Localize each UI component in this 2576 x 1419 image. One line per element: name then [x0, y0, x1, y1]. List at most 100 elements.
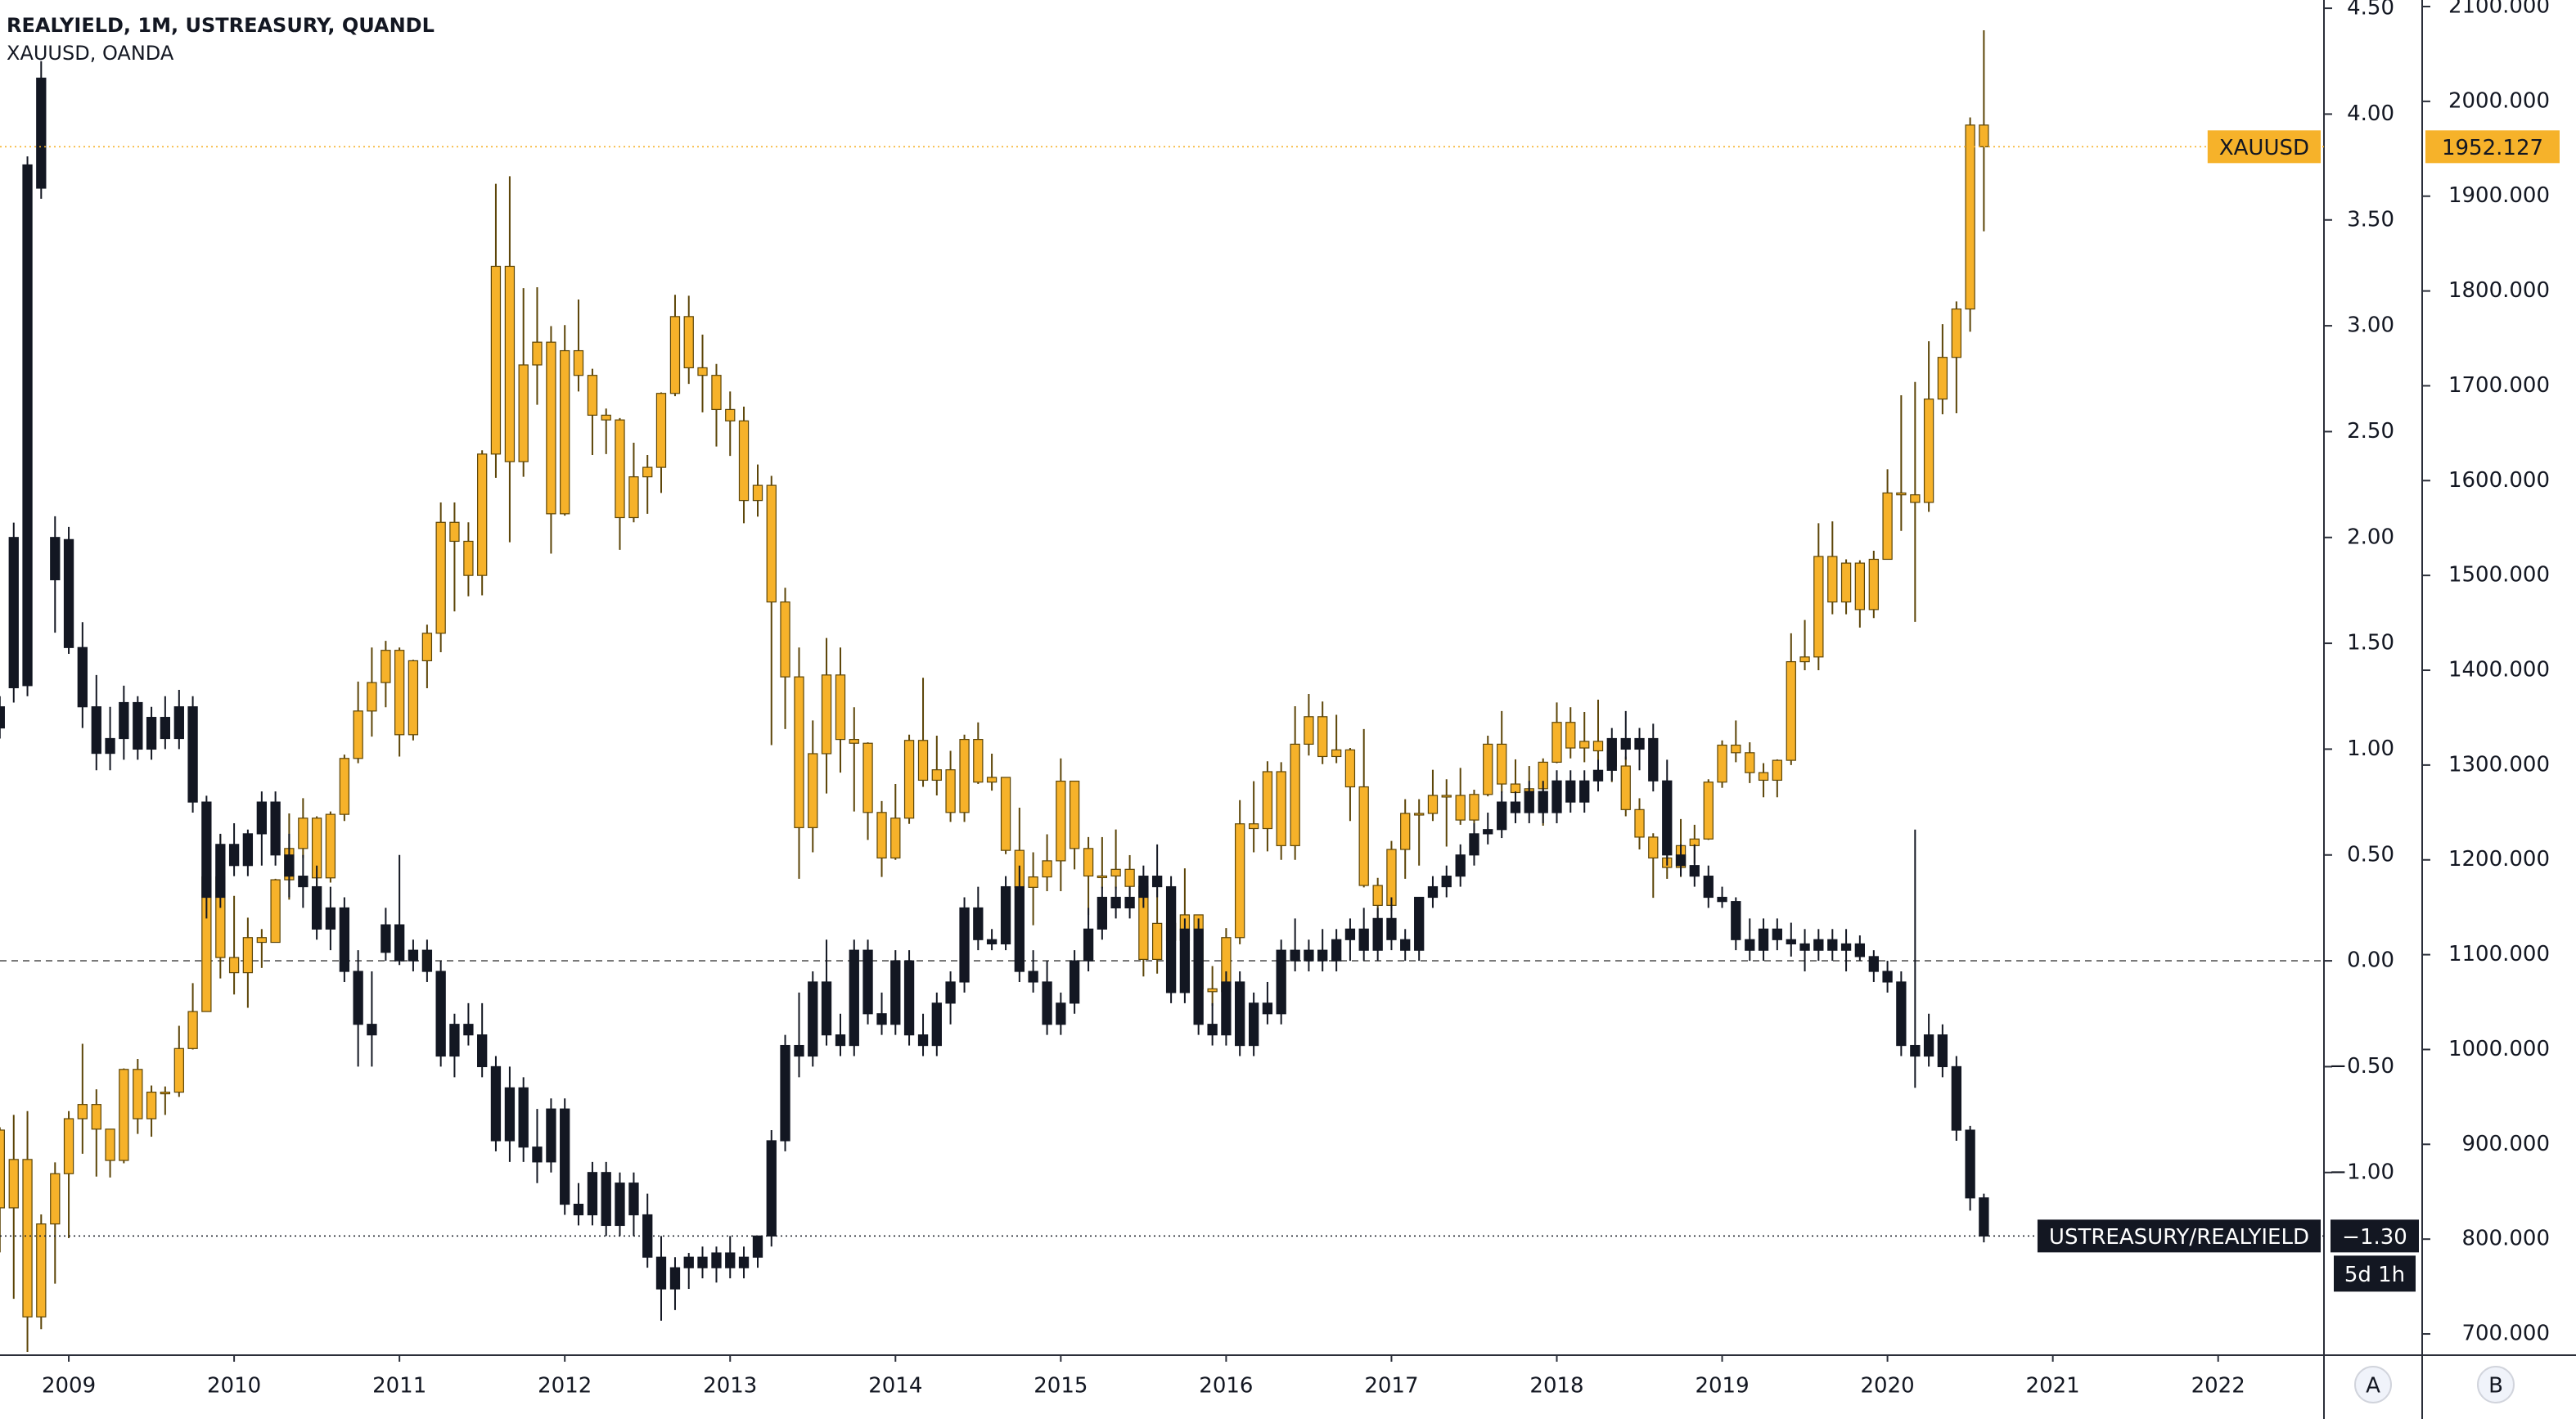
candle-body — [876, 812, 887, 859]
candle-body — [1854, 562, 1866, 610]
candle-body — [449, 1024, 460, 1057]
candle-body — [1193, 928, 1204, 1025]
candle-body — [1703, 876, 1714, 899]
candle-body — [50, 537, 61, 581]
candle-body — [1276, 949, 1286, 1015]
candle-body — [463, 540, 474, 576]
axis-button-label[interactable]: A — [2366, 1374, 2380, 1399]
candle-body — [8, 1159, 19, 1209]
candle-body — [256, 801, 267, 835]
candle-body — [146, 1092, 157, 1119]
candle-body — [133, 1069, 143, 1119]
candle-body — [1042, 981, 1052, 1025]
candle-body — [697, 367, 708, 376]
series-badge — [2037, 1219, 2321, 1253]
candle-body — [1262, 1002, 1273, 1015]
candle-body — [1868, 558, 1879, 610]
candle-body — [849, 738, 859, 744]
candle-body — [353, 971, 363, 1025]
candle-body — [394, 650, 405, 736]
candle-body — [408, 660, 419, 736]
candle-body — [1056, 780, 1066, 862]
axis-button[interactable] — [2477, 1366, 2515, 1403]
candle-body — [1165, 885, 1177, 993]
candle-body — [477, 1034, 488, 1068]
candle-body — [367, 1024, 377, 1036]
candle-body — [1813, 939, 1824, 951]
y2-tick-label: 700.000 — [2461, 1322, 2550, 1346]
candle-body — [1386, 849, 1397, 906]
candle-body — [835, 1034, 846, 1047]
candle-body — [1868, 956, 1879, 972]
candle-body — [780, 601, 790, 678]
candle-body — [1565, 780, 1576, 803]
candle-body — [270, 879, 281, 944]
candle-body — [1717, 744, 1727, 783]
candle-body — [1717, 896, 1727, 903]
candle-body — [1745, 939, 1755, 951]
candle-body — [63, 538, 74, 648]
candle-body — [36, 1223, 47, 1318]
candle-body — [1290, 949, 1300, 962]
candle-body — [1151, 876, 1163, 888]
candle-body — [945, 769, 956, 813]
candle-body — [890, 960, 901, 1025]
candle-body — [77, 1104, 88, 1119]
series-name: XAUUSD — [2219, 136, 2309, 160]
candle-body — [1882, 492, 1893, 561]
candle-body — [1703, 782, 1714, 840]
candle-body — [1662, 780, 1673, 856]
candle-body — [1731, 744, 1741, 754]
candle-body — [1235, 981, 1245, 1047]
candle-body — [77, 646, 88, 708]
candle-body — [794, 676, 804, 828]
candle-body — [808, 753, 818, 828]
candle-body — [1221, 981, 1232, 1036]
y2-tick-label: 2100.000 — [2448, 0, 2550, 18]
chart-subtitle: XAUUSD, OANDA — [7, 42, 174, 65]
candle-body — [1551, 780, 1562, 813]
candle-body — [0, 1129, 5, 1209]
x-tick-label: 2019 — [1695, 1374, 1749, 1399]
candle-body — [862, 742, 873, 813]
candle-body — [1207, 988, 1218, 993]
candle-body — [1441, 795, 1452, 798]
candle-body — [311, 885, 322, 930]
y2-tick-label: 2000.000 — [2448, 88, 2550, 113]
candle-body — [711, 375, 722, 411]
axis-button[interactable] — [2354, 1366, 2392, 1403]
candle-body — [353, 710, 363, 759]
candle-body — [546, 341, 556, 515]
candle-body — [119, 701, 129, 740]
candle-body — [959, 907, 970, 983]
axis-button-label[interactable]: B — [2488, 1374, 2503, 1399]
candle-body — [1758, 928, 1769, 951]
candle-body — [1304, 949, 1314, 962]
candle-body — [903, 960, 915, 1036]
candle-body — [242, 937, 254, 974]
y-tick-label: 3.50 — [2347, 207, 2394, 232]
candle-body — [1951, 308, 1962, 358]
candle-body — [560, 349, 570, 515]
candle-body — [573, 349, 584, 376]
candle-body — [1896, 492, 1907, 496]
candle-body — [1344, 928, 1356, 940]
candle-body — [1000, 777, 1011, 851]
y2-tick-label: 1900.000 — [2448, 183, 2550, 208]
candle-body — [1083, 928, 1094, 962]
candle-body — [973, 738, 984, 783]
candle-body — [738, 1256, 750, 1268]
candle-body — [173, 706, 184, 740]
candle-body — [1827, 556, 1838, 603]
candle-body — [1372, 885, 1383, 906]
candle-body — [490, 1065, 502, 1142]
candle-body — [1634, 809, 1645, 838]
y-tick-label: 0.00 — [2347, 948, 2394, 973]
candle-body — [1620, 737, 1631, 750]
candle-body — [119, 1069, 129, 1161]
candle-body — [752, 1235, 763, 1258]
candle-body — [1840, 943, 1852, 951]
candle-body — [628, 1182, 639, 1216]
